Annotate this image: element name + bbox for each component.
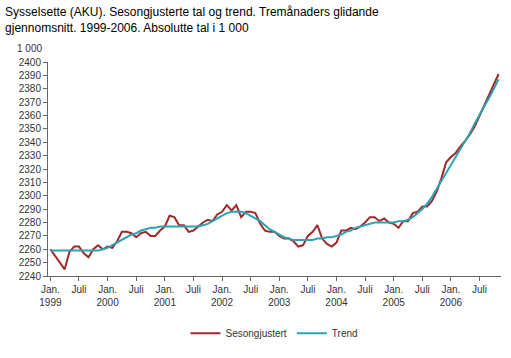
svg-text:2280: 2280 [19,217,42,228]
svg-text:Sysselsette (AKU). Sesongjuste: Sysselsette (AKU). Sesongjusterte tal og… [5,5,379,35]
svg-text:Juli: Juli [358,284,373,295]
svg-text:2350: 2350 [19,123,42,134]
svg-text:Juli: Juli [129,284,144,295]
svg-text:1 000: 1 000 [17,43,42,54]
svg-text:Jan.2004: Jan.2004 [325,284,348,308]
svg-text:Juli: Juli [243,284,258,295]
svg-text:Jan.1999: Jan.1999 [39,284,62,308]
svg-text:Jan.2002: Jan.2002 [211,284,234,308]
svg-text:2240: 2240 [19,271,42,282]
svg-text:Juli: Juli [186,284,201,295]
svg-text:2370: 2370 [19,97,42,108]
svg-text:Juli: Juli [71,284,86,295]
svg-text:2380: 2380 [19,83,42,94]
svg-text:Jan.2000: Jan.2000 [96,284,119,308]
svg-text:2340: 2340 [19,137,42,148]
svg-text:Juli: Juli [300,284,315,295]
svg-text:2310: 2310 [19,177,42,188]
svg-text:Sesongjustert: Sesongjustert [226,328,287,339]
svg-text:2390: 2390 [19,70,42,81]
svg-text:2290: 2290 [19,204,42,215]
svg-text:Jan.2005: Jan.2005 [383,284,406,308]
svg-text:Jan.2001: Jan.2001 [154,284,177,308]
svg-text:Juli: Juli [415,284,430,295]
svg-text:Jan.2006: Jan.2006 [440,284,463,308]
svg-text:2260: 2260 [19,244,42,255]
svg-text:2330: 2330 [19,150,42,161]
svg-text:2400: 2400 [19,57,42,68]
svg-text:2270: 2270 [19,230,42,241]
svg-text:2300: 2300 [19,190,42,201]
svg-text:Jan.2003: Jan.2003 [268,284,291,308]
svg-text:Juli: Juli [472,284,487,295]
svg-text:2320: 2320 [19,164,42,175]
svg-text:2360: 2360 [19,110,42,121]
svg-text:Trend: Trend [332,328,358,339]
svg-text:2250: 2250 [19,257,42,268]
